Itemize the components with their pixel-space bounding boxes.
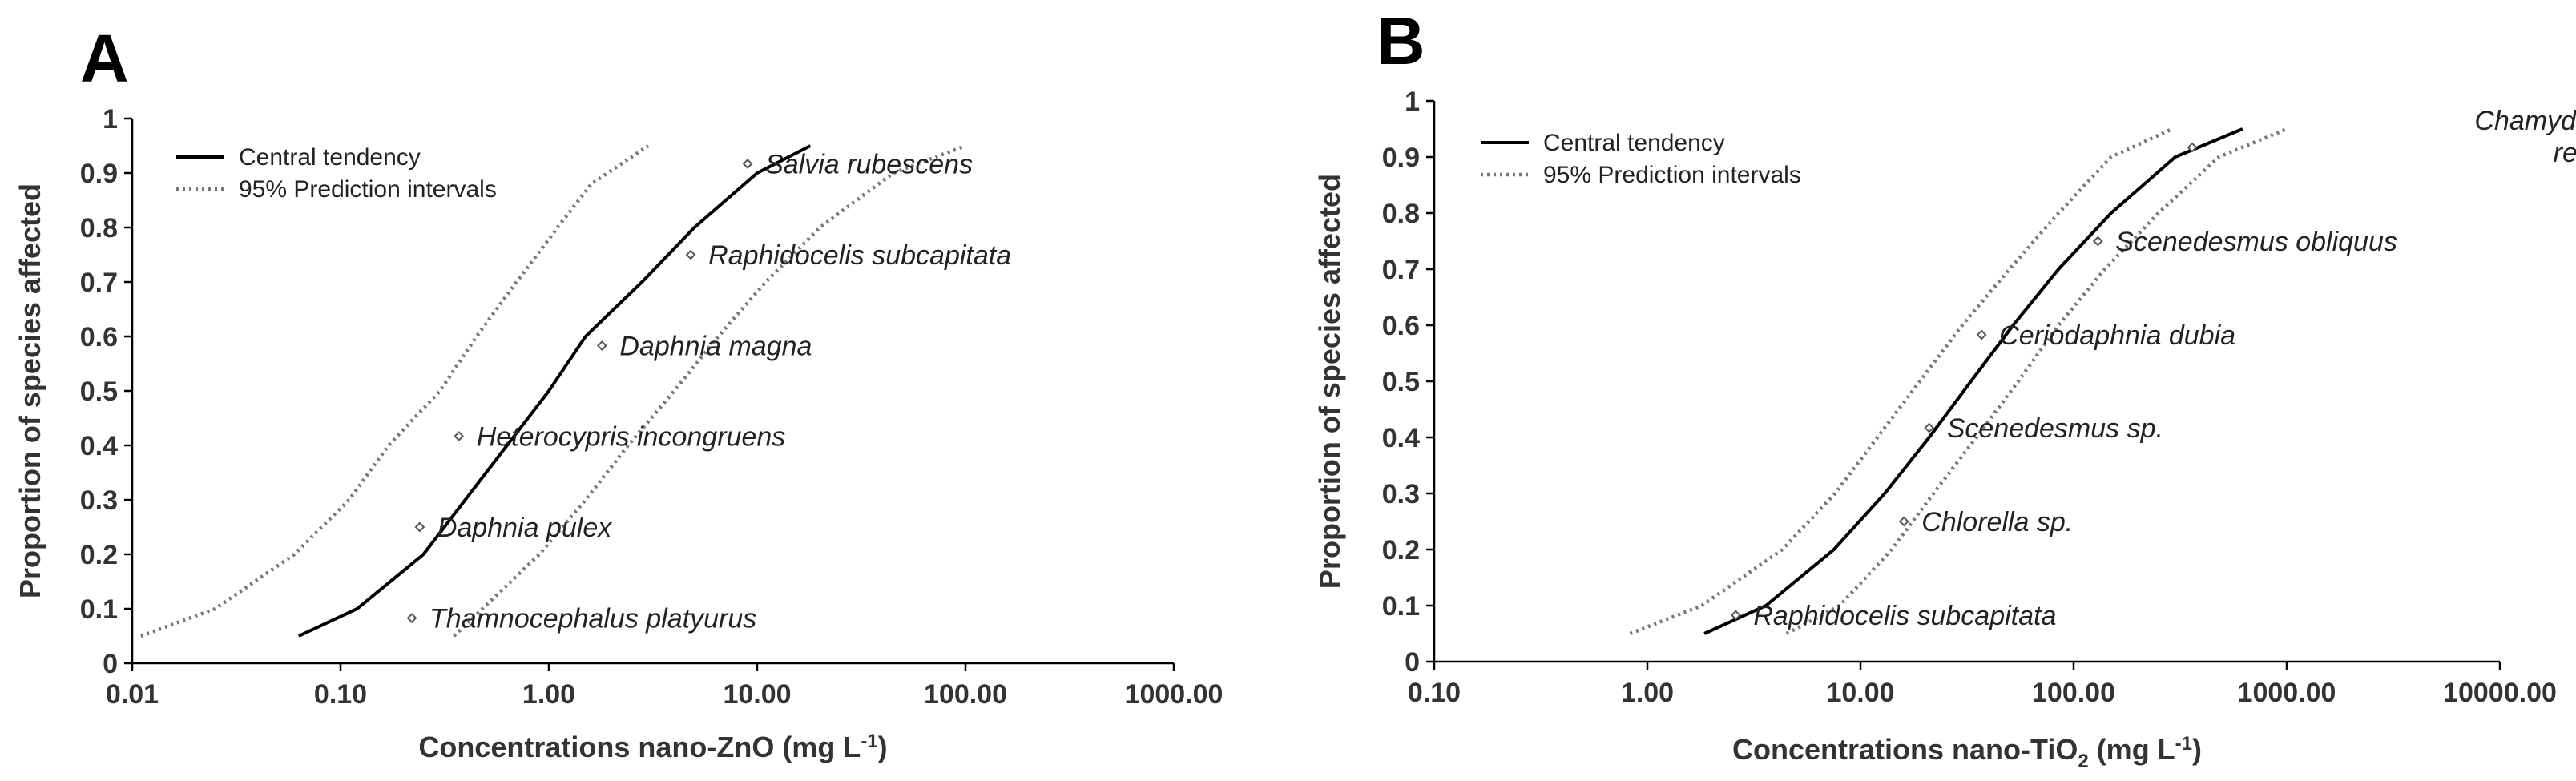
axis-title-segment: Concentrations nano-ZnO (mg L [418, 731, 861, 763]
panel-b-data-point [1730, 610, 1741, 621]
panel-b-y-tick-label: 0 [1405, 647, 1420, 678]
axis-title-segment: ) [2192, 733, 2202, 766]
panel-b-data-point [1898, 516, 1909, 527]
panel-a-prediction-interval-line [140, 144, 650, 638]
legend-interval-label: 95% Prediction intervals [1543, 162, 1801, 188]
axis-title-segment: (mg L [2089, 733, 2175, 766]
panel-b-species-label: Raphidocelis subcapitata [1753, 601, 2056, 631]
panel-a-y-axis-title: Proportion of species affected [14, 183, 46, 598]
panel-a-data-point [454, 431, 465, 441]
panel-a-x-axis-title: Concentrations nano-ZnO (mg L-1) [418, 731, 887, 763]
panel-a-y-tick-label: 0.5 [80, 376, 118, 407]
panel-a: A 0 0.1 0.2 0.3 0.4 0.5 0.6 0.7 0.8 0.9 1 0.01 0.10 1.… [14, 21, 1223, 763]
panel-a-data-point [406, 613, 417, 623]
panel-b-x-tick-label: 1000.00 [2238, 678, 2336, 708]
panel-b-species-label: Scenedesmus sp. [1947, 413, 2163, 444]
panel-a-y-tick-label: 0.7 [80, 268, 118, 298]
axis-title-subscript: 2 [2078, 751, 2088, 772]
panel-b-y-tick-label: 0.2 [1382, 535, 1420, 566]
panel-b-prediction-interval-line [1629, 127, 2173, 636]
panel-b-species-label: Scenedesmus obliquus [2115, 227, 2397, 257]
panel-b-prediction-interval-line [1785, 127, 2288, 635]
panel-a-x-tick-label: 10.00 [723, 679, 791, 710]
panel-b-y-tick-label: 0.7 [1382, 255, 1420, 285]
panel-a-y-tick-label: 0.3 [80, 485, 118, 516]
panel-b-x-tick-label: 10000.00 [2443, 678, 2557, 708]
species-label-line: Chamydomonas [2474, 106, 2576, 136]
panel-a-y-tick-label: 0.6 [80, 322, 118, 352]
panel-a-y-tick-label: 0.2 [80, 540, 118, 570]
panel-b-species-label: Chamydomonasreinhardtii [2474, 106, 2576, 168]
panel-b-x-tick-label: 100.00 [2032, 678, 2115, 708]
panel-b-data-point [2187, 142, 2198, 153]
panel-a-letter: A [80, 21, 129, 96]
legend-central-label: Central tendency [239, 144, 421, 171]
panel-a-x-tick-label: 1000.00 [1125, 679, 1223, 710]
panel-b-y-tick-label: 0.9 [1382, 143, 1420, 173]
panel-a-species-label: Raphidocelis subcapitata [708, 240, 1011, 271]
panel-b: B 0 0.1 0.2 0.3 0.4 0.5 0.6 0.7 0.8 0.9 1 0.10 1.00 10… [1313, 3, 2576, 772]
panel-a-y-tick-label: 0.4 [80, 431, 118, 461]
panel-a-data-point [742, 159, 753, 169]
panel-a-y-tick-label: 0 [103, 649, 118, 679]
panel-b-y-tick-label: 0.6 [1382, 311, 1420, 341]
species-label-line: reinhardtii [2554, 138, 2576, 168]
panel-b-legend: Central tendency 95% Prediction intervals [1481, 130, 1801, 188]
panel-a-y-tick-label: 1 [103, 104, 118, 135]
panel-b-x-tick-label: 10.00 [1826, 678, 1894, 708]
panel-b-data-point [1976, 329, 1987, 340]
legend-interval-label: 95% Prediction intervals [239, 176, 497, 203]
panel-a-data-point [596, 340, 607, 351]
axis-title-superscript: -1 [861, 731, 877, 752]
panel-a-species-label: Heterocypris incongruens [477, 421, 786, 452]
panel-b-data-point [1924, 422, 1935, 433]
panel-a-x-tick-label: 1.00 [522, 679, 575, 710]
panel-a-y-tick-label: 0.1 [80, 594, 118, 625]
panel-b-x-tick-label: 0.10 [1408, 678, 1461, 708]
panel-b-species-label: Chlorella sp. [1921, 507, 2073, 537]
panel-b-central-tendency-line [1703, 127, 2243, 635]
panel-a-species-label: Thamnocephalus platyurus [429, 604, 756, 634]
panel-a-species-label: Daphnia magna [619, 332, 812, 362]
legend-central-label: Central tendency [1543, 130, 1725, 156]
panel-a-species-label: Daphnia pulex [437, 513, 612, 543]
panel-a-y-tick-label: 0.8 [80, 213, 118, 244]
panel-b-y-tick-label: 0.3 [1382, 479, 1420, 509]
panel-b-y-tick-label: 0.8 [1382, 199, 1420, 229]
panel-b-y-axis-title: Proportion of species affected [1313, 174, 1346, 589]
panel-b-x-tick-label: 1.00 [1621, 678, 1674, 708]
axis-title-segment: ) [878, 731, 888, 763]
panel-b-x-axis-title: Concentrations nano-TiO2 (mg L-1) [1732, 733, 2202, 772]
panel-a-x-tick-label: 0.01 [106, 679, 159, 710]
panel-a-x-tick-label: 100.00 [924, 679, 1007, 710]
panel-a-data-point [685, 249, 696, 260]
panel-a-legend: Central tendency 95% Prediction intervals [176, 144, 497, 203]
panel-a-y-tick-label: 0.9 [80, 159, 118, 189]
panel-b-y-tick-label: 0.5 [1382, 367, 1420, 397]
panel-a-prediction-interval-line [452, 143, 966, 638]
panel-b-letter: B [1377, 3, 1425, 79]
axis-title-segment: Concentrations nano-TiO [1732, 733, 2078, 766]
panel-b-species-label: Ceriodaphnia dubia [1999, 320, 2235, 351]
panel-b-data-point [2092, 236, 2103, 247]
axis-title-superscript: -1 [2175, 733, 2192, 755]
panel-a-species-label: Salvia rubescens [765, 149, 973, 179]
panel-a-data-point [414, 521, 425, 533]
panel-a-x-tick-label: 0.10 [314, 679, 367, 710]
panel-b-y-tick-label: 1 [1405, 87, 1420, 117]
panel-b-y-tick-label: 0.4 [1382, 423, 1420, 453]
panel-b-y-tick-label: 0.1 [1382, 591, 1420, 622]
panel-a-central-tendency-line [297, 144, 812, 638]
